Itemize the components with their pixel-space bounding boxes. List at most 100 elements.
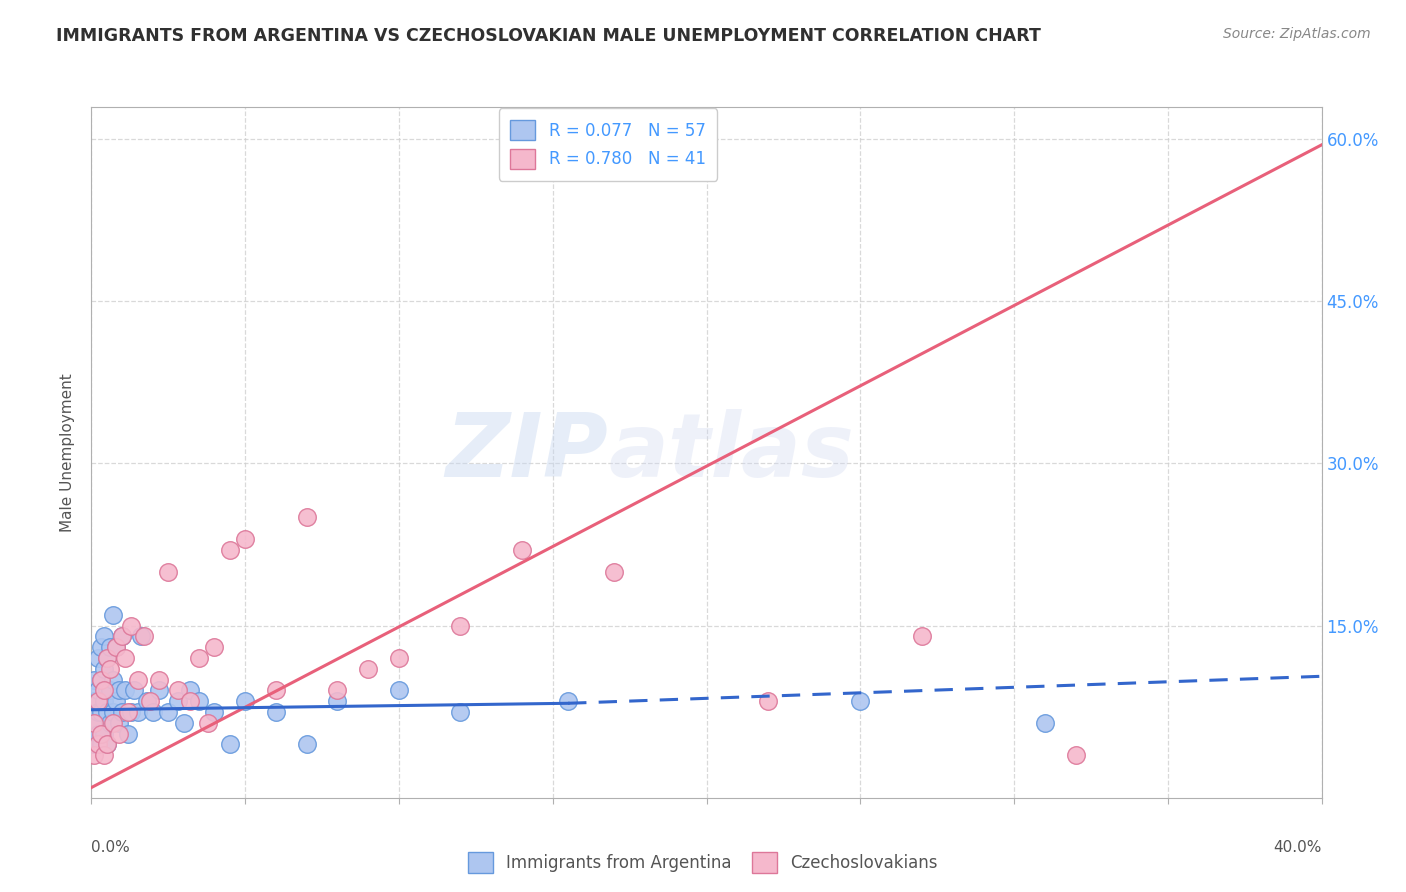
Point [98, 683, 121, 698]
Point [90, 705, 112, 719]
Text: 0.0%: 0.0% [91, 840, 131, 855]
Point [83, 715, 105, 730]
Point [120, 618, 142, 632]
Point [101, 607, 124, 622]
Point [911, 629, 934, 643]
Point [129, 629, 152, 643]
Point [357, 662, 380, 676]
Point [93, 694, 115, 708]
Point [111, 629, 134, 643]
Point [108, 726, 131, 740]
Point [90, 726, 112, 740]
Point [179, 683, 201, 698]
Point [93, 683, 115, 698]
Point [105, 694, 127, 708]
Point [388, 651, 411, 665]
Point [93, 629, 115, 643]
Point [120, 705, 142, 719]
Point [93, 726, 115, 740]
Point [105, 640, 127, 654]
Point [849, 694, 872, 708]
Point [90, 640, 112, 654]
Point [96, 651, 118, 665]
Legend: R = 0.077   N = 57, R = 0.780   N = 41: R = 0.077 N = 57, R = 0.780 N = 41 [499, 109, 717, 181]
Point [756, 694, 779, 708]
Point [101, 715, 124, 730]
Point [1033, 715, 1056, 730]
Point [101, 673, 124, 687]
Point [124, 683, 146, 698]
Point [510, 542, 533, 557]
Point [188, 694, 211, 708]
Point [83, 694, 105, 708]
Text: atlas: atlas [607, 409, 853, 496]
Point [148, 683, 170, 698]
Point [105, 640, 127, 654]
Text: IMMIGRANTS FROM ARGENTINA VS CZECHOSLOVAKIAN MALE UNEMPLOYMENT CORRELATION CHART: IMMIGRANTS FROM ARGENTINA VS CZECHOSLOVA… [56, 27, 1040, 45]
Text: Source: ZipAtlas.com: Source: ZipAtlas.com [1223, 27, 1371, 41]
Point [449, 705, 471, 719]
Point [188, 651, 211, 665]
Text: 40.0%: 40.0% [1274, 840, 1322, 855]
Point [173, 715, 195, 730]
Point [148, 673, 170, 687]
Point [83, 737, 105, 751]
Point [388, 683, 411, 698]
Point [86, 694, 108, 708]
Point [96, 651, 118, 665]
Point [96, 683, 118, 698]
Point [166, 694, 188, 708]
Y-axis label: Male Unemployment: Male Unemployment [60, 374, 76, 532]
Point [83, 748, 105, 763]
Point [98, 662, 121, 676]
Point [83, 673, 105, 687]
Point [197, 715, 219, 730]
Point [114, 683, 136, 698]
Point [117, 726, 139, 740]
Point [132, 629, 155, 643]
Point [202, 705, 225, 719]
Point [98, 640, 121, 654]
Point [93, 748, 115, 763]
Point [96, 737, 118, 751]
Point [557, 694, 579, 708]
Point [127, 705, 149, 719]
Point [96, 705, 118, 719]
Point [142, 705, 165, 719]
Point [101, 705, 124, 719]
Point [157, 565, 180, 579]
Point [264, 705, 287, 719]
Point [90, 673, 112, 687]
Point [93, 662, 115, 676]
Point [86, 737, 108, 751]
Point [326, 683, 349, 698]
Point [83, 715, 105, 730]
Point [86, 705, 108, 719]
Point [179, 694, 201, 708]
Text: ZIP: ZIP [446, 409, 607, 496]
Point [139, 694, 162, 708]
Point [90, 737, 112, 751]
Point [86, 651, 108, 665]
Point [1064, 748, 1087, 763]
Point [86, 726, 108, 740]
Point [111, 629, 134, 643]
Point [108, 683, 131, 698]
Point [295, 510, 318, 524]
Point [108, 715, 131, 730]
Point [202, 640, 225, 654]
Point [111, 705, 134, 719]
Point [218, 737, 240, 751]
Point [295, 737, 318, 751]
Point [135, 694, 157, 708]
Point [218, 542, 240, 557]
Point [96, 737, 118, 751]
Point [326, 694, 349, 708]
Point [264, 683, 287, 698]
Point [98, 715, 121, 730]
Point [90, 673, 112, 687]
Point [117, 705, 139, 719]
Point [603, 565, 626, 579]
Point [127, 673, 149, 687]
Point [166, 683, 188, 698]
